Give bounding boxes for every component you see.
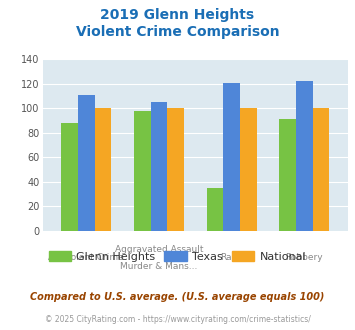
Bar — [313, 109, 329, 231]
Text: Compared to U.S. average. (U.S. average equals 100): Compared to U.S. average. (U.S. average … — [30, 292, 325, 302]
Bar — [279, 119, 296, 231]
Text: Robbery: Robbery — [285, 253, 323, 262]
Legend: Glenn Heights, Texas, National: Glenn Heights, Texas, National — [44, 247, 311, 267]
Text: Rape: Rape — [220, 253, 243, 262]
Bar — [94, 109, 111, 231]
Bar — [296, 82, 313, 231]
Bar — [240, 109, 257, 231]
Text: Aggravated Assault: Aggravated Assault — [115, 245, 203, 254]
Bar — [78, 95, 94, 231]
Bar — [134, 111, 151, 231]
Text: Murder & Mans...: Murder & Mans... — [120, 262, 198, 271]
Bar — [207, 188, 223, 231]
Text: © 2025 CityRating.com - https://www.cityrating.com/crime-statistics/: © 2025 CityRating.com - https://www.city… — [45, 315, 310, 324]
Text: 2019 Glenn Heights: 2019 Glenn Heights — [100, 8, 255, 22]
Bar — [61, 123, 78, 231]
Bar — [167, 109, 184, 231]
Bar — [151, 102, 167, 231]
Bar — [223, 83, 240, 231]
Text: All Violent Crime: All Violent Crime — [48, 253, 124, 262]
Text: Violent Crime Comparison: Violent Crime Comparison — [76, 25, 279, 39]
